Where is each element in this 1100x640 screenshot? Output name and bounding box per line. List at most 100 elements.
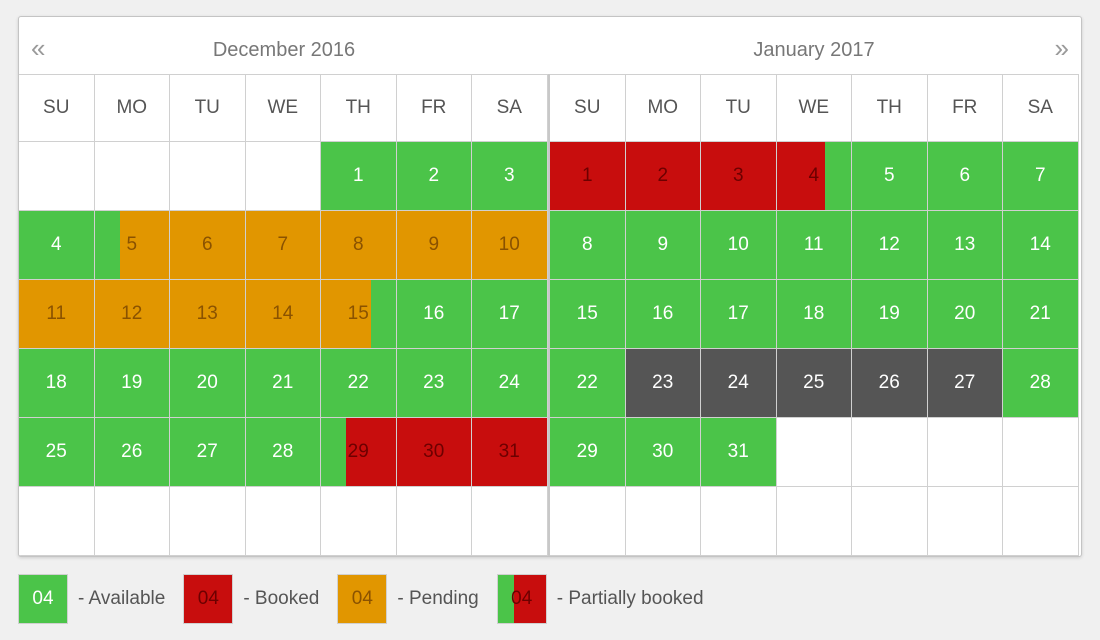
day-cell-blocked[interactable]: 24 bbox=[701, 349, 777, 418]
availability-calendar: « » December 2016 January 2017 SU MO TU WE T… bbox=[18, 16, 1082, 557]
day-cell-avail[interactable]: 13 bbox=[927, 211, 1003, 280]
day-cell-pending[interactable]: 14 bbox=[245, 280, 321, 349]
day-cell-booked[interactable]: 3 bbox=[701, 142, 777, 211]
day-cell-avail[interactable]: 5 bbox=[852, 142, 928, 211]
day-cell-blocked[interactable]: 27 bbox=[927, 349, 1003, 418]
day-cell-avail[interactable]: 28 bbox=[245, 418, 321, 487]
empty-day-cell bbox=[321, 487, 397, 556]
day-cell-avail[interactable]: 6 bbox=[927, 142, 1003, 211]
empty-day-cell bbox=[852, 487, 928, 556]
day-cell-avail[interactable]: 31 bbox=[701, 418, 777, 487]
weekday-header: SU bbox=[19, 74, 95, 142]
day-cell-avail[interactable]: 21 bbox=[1003, 280, 1079, 349]
day-cell-avail[interactable]: 14 bbox=[1003, 211, 1079, 280]
weekday-header: MO bbox=[625, 74, 701, 142]
day-cell-partial-avail-pend[interactable]: 5 bbox=[94, 211, 170, 280]
empty-day-cell bbox=[170, 142, 246, 211]
legend-partial: 04 - Partially booked bbox=[496, 574, 704, 624]
empty-day-cell bbox=[776, 487, 852, 556]
weekday-header: SA bbox=[472, 74, 548, 142]
legend-label-available: - Available bbox=[78, 588, 166, 609]
day-cell-avail[interactable]: 7 bbox=[1003, 142, 1079, 211]
day-cell-avail[interactable]: 9 bbox=[625, 211, 701, 280]
day-cell-blocked[interactable]: 26 bbox=[852, 349, 928, 418]
day-cell-booked[interactable]: 1 bbox=[550, 142, 626, 211]
weekday-header: MO bbox=[94, 74, 170, 142]
day-cell-avail[interactable]: 21 bbox=[245, 349, 321, 418]
day-cell-pending[interactable]: 10 bbox=[472, 211, 548, 280]
empty-day-cell bbox=[245, 142, 321, 211]
legend-pending: 04 - Pending bbox=[337, 574, 479, 624]
empty-day-cell bbox=[701, 487, 777, 556]
empty-day-cell bbox=[927, 487, 1003, 556]
day-cell-avail[interactable]: 10 bbox=[701, 211, 777, 280]
legend-label-booked: - Booked bbox=[243, 588, 320, 609]
day-cell-avail[interactable]: 23 bbox=[396, 349, 472, 418]
day-cell-partial-book-avail[interactable]: 4 bbox=[776, 142, 852, 211]
month-title-december: December 2016 bbox=[212, 39, 356, 61]
day-cell-avail[interactable]: 22 bbox=[321, 349, 397, 418]
next-month-icon[interactable]: » bbox=[1054, 33, 1069, 63]
day-cell-pending[interactable]: 9 bbox=[396, 211, 472, 280]
empty-day-cell bbox=[170, 487, 246, 556]
day-cell-blocked[interactable]: 23 bbox=[625, 349, 701, 418]
day-cell-pending[interactable]: 8 bbox=[321, 211, 397, 280]
day-cell-avail[interactable]: 26 bbox=[94, 418, 170, 487]
day-cell-avail[interactable]: 28 bbox=[1003, 349, 1079, 418]
day-cell-pending[interactable]: 13 bbox=[170, 280, 246, 349]
day-cell-avail[interactable]: 18 bbox=[776, 280, 852, 349]
day-cell-avail[interactable]: 30 bbox=[625, 418, 701, 487]
day-cell-avail[interactable]: 29 bbox=[550, 418, 626, 487]
day-cell-booked[interactable]: 31 bbox=[472, 418, 548, 487]
day-cell-avail[interactable]: 8 bbox=[550, 211, 626, 280]
empty-day-cell bbox=[1003, 418, 1079, 487]
weekday-header: TH bbox=[321, 74, 397, 142]
weekday-header: SU bbox=[550, 74, 626, 142]
day-cell-avail[interactable]: 16 bbox=[625, 280, 701, 349]
month-grid-december: SU MO TU WE TH FR SA 1 2 3 4 5 6 7 8 9 10 11 12 13 14 15 16 17 1… bbox=[19, 74, 548, 556]
weekday-header: TU bbox=[701, 74, 777, 142]
day-cell-avail[interactable]: 11 bbox=[776, 211, 852, 280]
day-cell-avail[interactable]: 25 bbox=[19, 418, 95, 487]
weekday-header: TU bbox=[170, 74, 246, 142]
legend-swatch-pending: 04 bbox=[337, 574, 388, 624]
day-cell-avail[interactable]: 19 bbox=[94, 349, 170, 418]
day-cell-booked[interactable]: 2 bbox=[625, 142, 701, 211]
day-cell-avail[interactable]: 16 bbox=[396, 280, 472, 349]
empty-day-cell bbox=[94, 142, 170, 211]
day-cell-avail[interactable]: 2 bbox=[396, 142, 472, 211]
day-cell-pending[interactable]: 12 bbox=[94, 280, 170, 349]
day-cell-avail[interactable]: 20 bbox=[170, 349, 246, 418]
day-cell-pending[interactable]: 7 bbox=[245, 211, 321, 280]
day-cell-avail[interactable]: 15 bbox=[550, 280, 626, 349]
day-cell-avail[interactable]: 18 bbox=[19, 349, 95, 418]
day-cell-partial-avail-book[interactable]: 29 bbox=[321, 418, 397, 487]
day-cell-avail[interactable]: 22 bbox=[550, 349, 626, 418]
weekday-header: WE bbox=[776, 74, 852, 142]
day-cell-avail[interactable]: 19 bbox=[852, 280, 928, 349]
day-cell-blocked[interactable]: 25 bbox=[776, 349, 852, 418]
day-cell-avail[interactable]: 20 bbox=[927, 280, 1003, 349]
empty-day-cell bbox=[472, 487, 548, 556]
day-cell-avail[interactable]: 27 bbox=[170, 418, 246, 487]
empty-day-cell bbox=[19, 487, 95, 556]
day-cell-booked[interactable]: 30 bbox=[396, 418, 472, 487]
day-cell-avail[interactable]: 1 bbox=[321, 142, 397, 211]
legend-swatch-partial: 04 bbox=[496, 574, 547, 624]
day-cell-avail[interactable]: 3 bbox=[472, 142, 548, 211]
prev-month-icon[interactable]: « bbox=[31, 33, 46, 63]
legend: 04 - Available 04 - Booked 04 - Pending … bbox=[18, 574, 722, 624]
weekday-header: FR bbox=[396, 74, 472, 142]
day-cell-avail[interactable]: 24 bbox=[472, 349, 548, 418]
day-cell-pending[interactable]: 11 bbox=[19, 280, 95, 349]
empty-day-cell bbox=[1003, 487, 1079, 556]
empty-day-cell bbox=[927, 418, 1003, 487]
day-cell-avail[interactable]: 12 bbox=[852, 211, 928, 280]
day-cell-avail[interactable]: 17 bbox=[701, 280, 777, 349]
day-cell-pending[interactable]: 6 bbox=[170, 211, 246, 280]
day-cell-avail[interactable]: 4 bbox=[19, 211, 95, 280]
day-cell-avail[interactable]: 17 bbox=[472, 280, 548, 349]
weekday-header: WE bbox=[245, 74, 321, 142]
legend-booked: 04 - Booked bbox=[183, 574, 319, 624]
day-cell-partial-pend-avail[interactable]: 15 bbox=[321, 280, 397, 349]
